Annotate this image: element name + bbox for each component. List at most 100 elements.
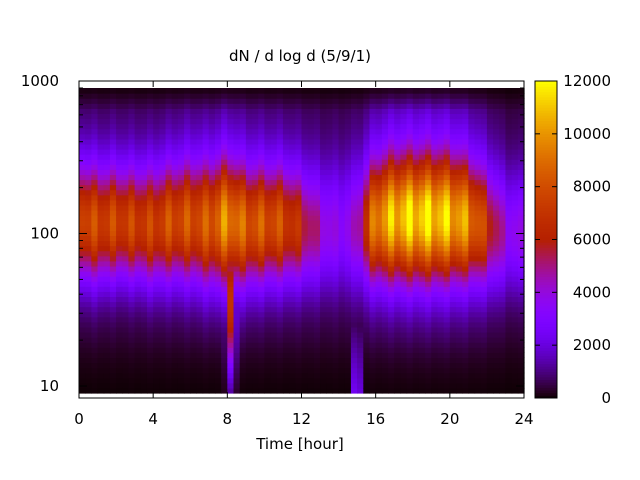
heatmap-cell [128, 296, 135, 302]
heatmap-cell [407, 388, 414, 394]
heatmap-cell [505, 129, 512, 135]
heatmap-cell [227, 200, 234, 206]
heatmap-cell [493, 230, 500, 236]
heatmap-cell [128, 363, 135, 369]
heatmap-cell [462, 134, 469, 140]
heatmap-cell [221, 230, 228, 236]
heatmap-cell [462, 246, 469, 252]
heatmap-cell [419, 134, 426, 140]
heatmap-cell [252, 291, 259, 297]
heatmap-cell [407, 286, 414, 292]
heatmap-cell [332, 220, 339, 226]
heatmap-cell [277, 291, 284, 297]
heatmap-cell [376, 88, 383, 94]
heatmap-cell [339, 93, 346, 99]
heatmap-cell [246, 383, 253, 389]
heatmap-cell [258, 225, 265, 231]
heatmap-cell [184, 246, 191, 252]
heatmap-cell [314, 134, 321, 140]
heatmap-cell [314, 261, 321, 267]
heatmap-cell [258, 210, 265, 216]
heatmap-cell [332, 225, 339, 231]
heatmap-cell [437, 235, 444, 241]
heatmap-cell [345, 190, 352, 196]
heatmap-cell [203, 113, 210, 119]
heatmap-cell [468, 124, 475, 130]
heatmap-cell [295, 149, 302, 155]
heatmap-cell [215, 235, 222, 241]
heatmap-cell [326, 347, 333, 353]
heatmap-cell [271, 251, 278, 257]
heatmap-cell [468, 225, 475, 231]
heatmap-cell [431, 251, 438, 257]
heatmap-cell [104, 180, 111, 186]
heatmap-cell [456, 210, 463, 216]
heatmap-cell [209, 174, 216, 180]
heatmap-cell [512, 291, 519, 297]
heatmap-cell [382, 215, 389, 221]
heatmap-cell [178, 261, 185, 267]
heatmap-cell [159, 154, 166, 160]
heatmap-cell [104, 164, 111, 170]
heatmap-cell [369, 113, 376, 119]
heatmap-cell [456, 363, 463, 369]
heatmap-cell [246, 235, 253, 241]
heatmap-cell [407, 108, 414, 114]
heatmap-cell [104, 378, 111, 384]
heatmap-cell [400, 93, 407, 99]
heatmap-cell [85, 195, 92, 201]
heatmap-cell [437, 195, 444, 201]
heatmap-cell [462, 357, 469, 363]
heatmap-cell [172, 266, 179, 272]
heatmap-cell [271, 205, 278, 211]
heatmap-cell [450, 352, 457, 358]
heatmap-cell [277, 119, 284, 125]
heatmap-cell [122, 276, 129, 282]
heatmap-cell [369, 332, 376, 338]
heatmap-cell [227, 322, 234, 328]
heatmap-cell [512, 347, 519, 353]
heatmap-cell [456, 180, 463, 186]
heatmap-cell [147, 139, 154, 145]
heatmap-cell [135, 271, 142, 277]
heatmap-cell [388, 98, 395, 104]
heatmap-cell [308, 144, 315, 150]
heatmap-cell [91, 312, 98, 318]
heatmap-cell [456, 291, 463, 297]
heatmap-cell [400, 103, 407, 109]
heatmap-cell [252, 342, 259, 348]
heatmap-cell [456, 352, 463, 358]
heatmap-cell [295, 347, 302, 353]
heatmap-cell [400, 185, 407, 191]
heatmap-cell [431, 291, 438, 297]
heatmap-cell [271, 317, 278, 323]
heatmap-cell [128, 139, 135, 145]
heatmap-cell [437, 159, 444, 165]
heatmap-cell [487, 291, 494, 297]
heatmap-cell [227, 357, 234, 363]
heatmap-cell [147, 357, 154, 363]
heatmap-cell [203, 149, 210, 155]
heatmap-cell [141, 98, 148, 104]
heatmap-cell [505, 210, 512, 216]
heatmap-cell [320, 195, 327, 201]
heatmap-cell [407, 205, 414, 211]
heatmap-cell [116, 312, 123, 318]
heatmap-cell [289, 180, 296, 186]
heatmap-cell [153, 291, 160, 297]
heatmap-cell [456, 124, 463, 130]
heatmap-cell [468, 180, 475, 186]
heatmap-cell [481, 169, 488, 175]
heatmap-cell [487, 205, 494, 211]
heatmap-cell [332, 98, 339, 104]
heatmap-cell [252, 286, 259, 292]
heatmap-cell [178, 235, 185, 241]
heatmap-cell [283, 291, 290, 297]
heatmap-cell [215, 134, 222, 140]
heatmap-cell [314, 124, 321, 130]
heatmap-cell [505, 383, 512, 389]
heatmap-cell [437, 261, 444, 267]
heatmap-cell [376, 93, 383, 99]
heatmap-cell [505, 307, 512, 313]
heatmap-cell [332, 271, 339, 277]
